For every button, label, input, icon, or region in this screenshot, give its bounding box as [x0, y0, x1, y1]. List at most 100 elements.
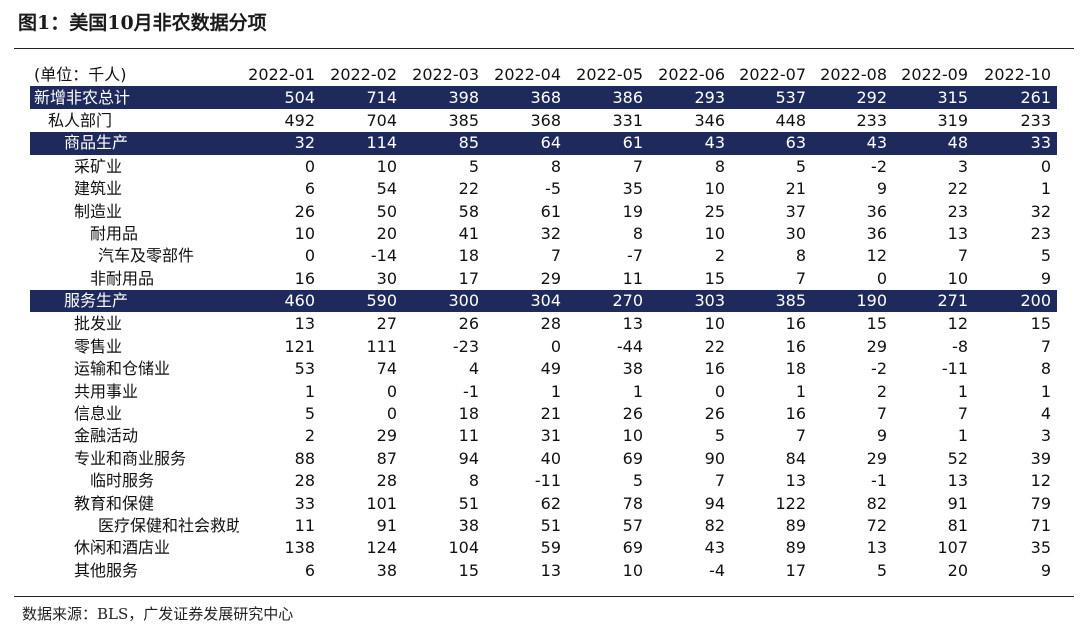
column-header: 2022-08 — [820, 65, 887, 85]
table-row: 新增非农总计 504 714 398 368 386 293 537 292 315 261 — [30, 86, 1057, 110]
table-cell: -7 — [627, 246, 643, 266]
table-cell: 7 — [957, 404, 968, 424]
table-cell: 61 — [567, 132, 649, 156]
table-cell: 62 — [540, 493, 561, 513]
table-cell: 319 — [937, 110, 968, 130]
table-body: 新增非农总计 504 714 398 368 386 293 537 292 315 261 私人部门… — [30, 86, 1057, 582]
table-cell: 22 — [704, 336, 725, 356]
table-cell: 57 — [622, 516, 643, 535]
table-cell: 1 — [632, 381, 643, 401]
table-cell: 17 — [458, 268, 479, 288]
table-cell: 79 — [1030, 493, 1051, 513]
table-cell: 52 — [947, 448, 968, 468]
table-cell: 233 — [856, 110, 887, 130]
table-cell: 20 — [947, 560, 968, 580]
table-cell: 303 — [649, 289, 731, 313]
table-row: 信息业 5 0 18 21 26 26 16 7 7 4 — [30, 403, 1057, 425]
table-cell: 69 — [622, 538, 643, 558]
table-cell: 16 — [785, 404, 806, 424]
table-cell: 122 — [775, 493, 806, 513]
table-cell: 1 — [1040, 381, 1051, 401]
table-cell: 72 — [866, 516, 887, 535]
table-cell: 331 — [612, 110, 643, 130]
table-cell: 1 — [957, 426, 968, 446]
table-cell: 7 — [795, 268, 806, 288]
table-cell: 22 — [458, 179, 479, 199]
table-cell: 64 — [485, 132, 567, 156]
table-cell: 8 — [1040, 359, 1051, 379]
table-cell: 315 — [893, 86, 974, 110]
table-cell: 704 — [366, 110, 397, 130]
table-cell: 36 — [866, 201, 887, 221]
row-label: 专业和商业服务 — [74, 448, 187, 468]
table-cell: 12 — [866, 246, 887, 266]
table-cell: 5 — [795, 156, 806, 176]
table-row: 汽车及零部件 0 -14 18 7 -7 2 8 12 7 5 — [30, 245, 1057, 267]
table-cell: 270 — [567, 289, 649, 313]
table-cell: 9 — [1040, 560, 1051, 580]
table-cell: 2 — [304, 426, 315, 446]
table-cell: 69 — [622, 448, 643, 468]
table-row: 金融活动 2 29 11 31 10 5 7 9 1 3 — [30, 425, 1057, 447]
table-cell: 58 — [458, 201, 479, 221]
row-label: 服务生产 — [30, 289, 239, 313]
table-cell: 0 — [876, 268, 887, 288]
row-label: 建筑业 — [74, 179, 123, 199]
table-cell: 82 — [866, 493, 887, 513]
table-cell: 2 — [714, 246, 725, 266]
table-cell: 33 — [294, 493, 315, 513]
table-cell: -44 — [616, 336, 643, 356]
table-cell: 0 — [304, 156, 315, 176]
table-cell: 16 — [704, 359, 725, 379]
table-row: 采矿业 0 10 5 8 7 8 5 -2 3 0 — [30, 155, 1057, 178]
table-cell: 504 — [239, 86, 321, 110]
table-cell: 1 — [1040, 179, 1051, 199]
table-cell: 20 — [376, 223, 397, 243]
table-cell: 31 — [540, 426, 561, 446]
table-cell: 21 — [785, 179, 806, 199]
row-label: 休闲和酒店业 — [74, 538, 171, 558]
table-row: 制造业 26 50 58 61 19 25 37 36 23 32 — [30, 200, 1057, 222]
table-cell: 104 — [448, 538, 479, 558]
table-cell: 190 — [812, 289, 893, 313]
table-cell: 0 — [1040, 156, 1051, 176]
table-cell: 11 — [622, 268, 643, 288]
table-cell: 5 — [468, 156, 479, 176]
table-cell: 59 — [540, 538, 561, 558]
table-cell: 200 — [974, 289, 1057, 313]
table-cell: 61 — [540, 201, 561, 221]
column-header: 2022-05 — [576, 65, 643, 85]
table-cell: 43 — [649, 132, 731, 156]
table-cell: 537 — [731, 86, 812, 110]
table-cell: 1 — [550, 381, 561, 401]
table-cell: 90 — [704, 448, 725, 468]
table-cell: 107 — [937, 538, 968, 558]
table-cell: 11 — [294, 516, 315, 535]
table-cell: 29 — [866, 336, 887, 356]
table-cell: 51 — [458, 493, 479, 513]
table-cell: 26 — [622, 404, 643, 424]
table-cell: 89 — [785, 538, 806, 558]
table-cell: -2 — [871, 156, 887, 176]
table-cell: 138 — [284, 538, 315, 558]
table-cell: 6 — [304, 560, 315, 580]
table-cell: 261 — [974, 86, 1057, 110]
table-cell: -4 — [709, 560, 725, 580]
table-cell: 48 — [893, 132, 974, 156]
table-cell: 10 — [704, 223, 725, 243]
table-cell: 94 — [458, 448, 479, 468]
table-cell: 30 — [376, 268, 397, 288]
row-label: 商品生产 — [30, 132, 239, 156]
table-row: 教育和保健 33 101 51 62 78 94 122 82 91 79 — [30, 492, 1057, 514]
row-label: 临时服务 — [90, 471, 155, 491]
table-cell: 43 — [704, 538, 725, 558]
table-cell: 15 — [704, 268, 725, 288]
table-cell: 54 — [376, 179, 397, 199]
table-cell: 448 — [775, 110, 806, 130]
table-cell: 18 — [785, 359, 806, 379]
table-cell: 16 — [294, 268, 315, 288]
table-row: 休闲和酒店业 138 124 104 59 69 43 89 13 107 35 — [30, 537, 1057, 559]
table-cell: 368 — [485, 86, 567, 110]
row-label: 私人部门 — [48, 110, 113, 130]
table-cell: 91 — [947, 493, 968, 513]
